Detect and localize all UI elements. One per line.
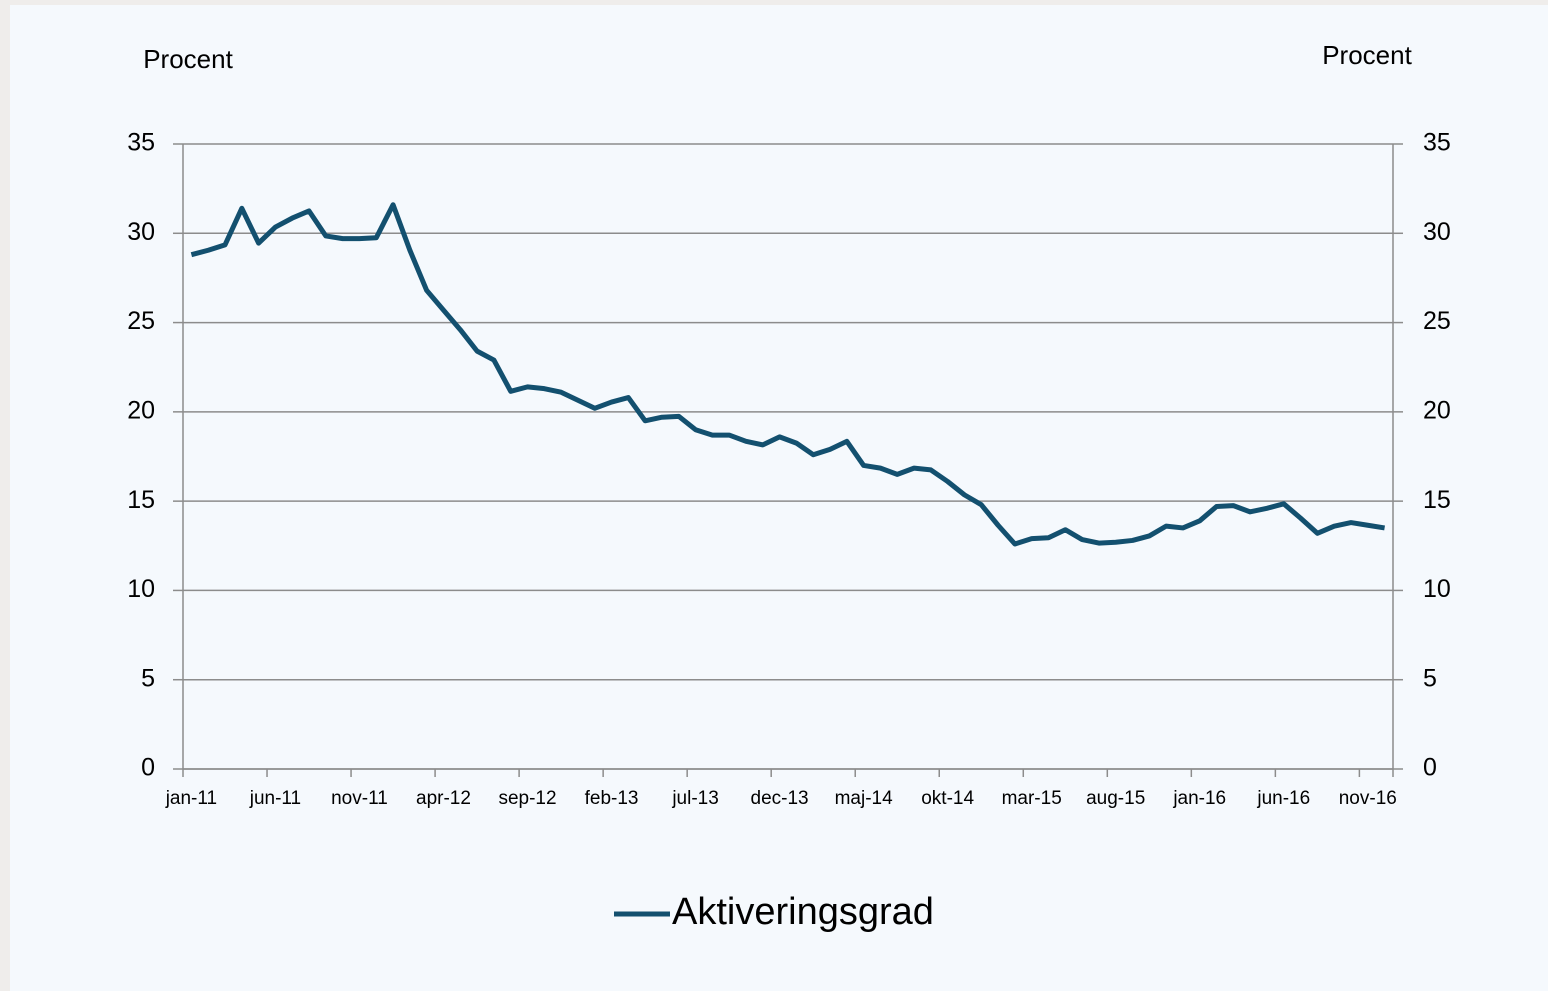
x-tick-label: jan-16 [1172,788,1226,809]
x-tick-label: jul-13 [671,788,718,809]
y-tick-label: 5 [141,664,155,692]
y2-axis-label: Procent [1322,40,1412,70]
x-tick-label: jun-16 [1256,788,1310,809]
y2-tick-label: 30 [1423,218,1451,246]
y2-tick-label: 15 [1423,486,1451,514]
y-tick-label: 20 [127,396,155,424]
y-tick-label: 0 [141,754,155,782]
y2-tick-label: 0 [1423,754,1437,782]
x-tick-label: sep-12 [498,788,556,809]
y-tick-label: 10 [127,575,155,603]
x-tick-label: apr-12 [416,788,471,809]
chart-panel [10,5,1548,991]
x-tick-label: mar-15 [1002,788,1062,809]
y2-tick-label: 35 [1423,129,1451,157]
x-tick-label: feb-13 [585,788,639,809]
x-tick-label: jan-11 [165,788,217,809]
x-tick-label: jun-11 [249,788,301,809]
y-axis-label: Procent [143,44,233,74]
x-tick-label: maj-14 [835,788,894,809]
x-tick-label: nov-11 [331,788,388,809]
y2-tick-label: 25 [1423,307,1451,335]
legend-label: Aktiveringsgrad [672,891,934,933]
y-tick-label: 35 [127,129,155,157]
y-tick-label: 25 [127,307,155,335]
x-tick-label: okt-14 [921,788,974,809]
x-tick-label: nov-16 [1339,788,1397,809]
y2-tick-label: 10 [1423,575,1451,603]
x-tick-label: aug-15 [1086,788,1145,809]
y2-tick-label: 20 [1423,396,1451,424]
data-line [190,202,1385,547]
y2-tick-label: 5 [1423,664,1437,692]
y-tick-label: 30 [127,218,155,246]
x-tick-label: dec-13 [751,788,809,809]
y-tick-label: 15 [127,486,155,514]
